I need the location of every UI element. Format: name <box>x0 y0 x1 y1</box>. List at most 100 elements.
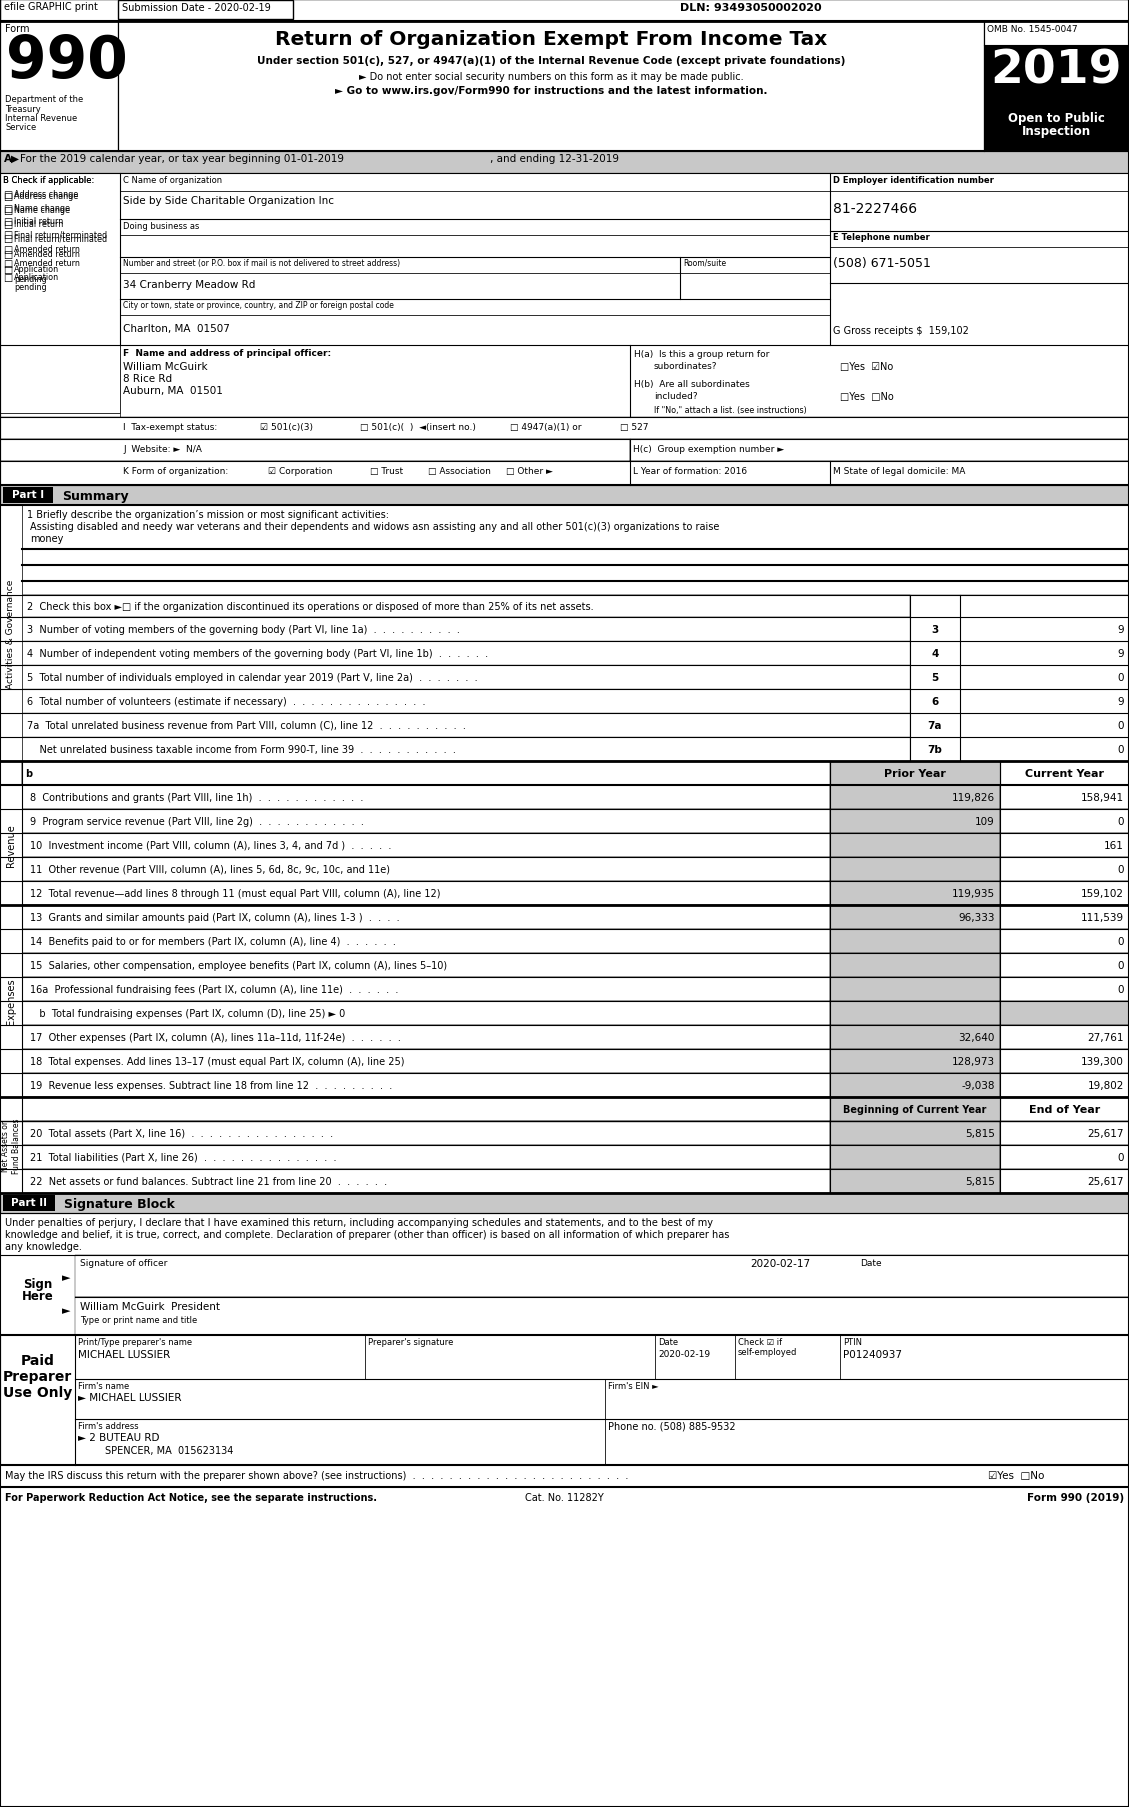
Bar <box>830 1146 1000 1169</box>
Text: 0: 0 <box>1118 936 1124 947</box>
Text: □ Association: □ Association <box>428 466 491 475</box>
Text: 1 Briefly describe the organization’s mission or most significant activities:: 1 Briefly describe the organization’s mi… <box>27 510 390 520</box>
Text: I  Tax-exempt status:: I Tax-exempt status: <box>123 423 217 432</box>
Bar <box>21 1073 830 1097</box>
Text: Net Assets or
Fund Balances: Net Assets or Fund Balances <box>1 1119 20 1173</box>
Bar <box>830 905 1000 929</box>
Text: 158,941: 158,941 <box>1080 793 1124 802</box>
Bar <box>21 737 910 761</box>
Text: J  Website: ►  N/A: J Website: ► N/A <box>123 445 202 454</box>
Bar <box>630 345 1129 417</box>
Text: 13  Grants and similar amounts paid (Part IX, column (A), lines 1-3 )  .  .  .  : 13 Grants and similar amounts paid (Part… <box>30 913 400 923</box>
Bar <box>0 173 120 414</box>
Text: Current Year: Current Year <box>1025 768 1104 779</box>
Bar <box>1000 882 1129 905</box>
Bar <box>1000 833 1129 858</box>
Text: Final return/terminated: Final return/terminated <box>14 229 107 239</box>
Text: 4: 4 <box>931 649 938 658</box>
Text: 0: 0 <box>1118 817 1124 826</box>
Text: 139,300: 139,300 <box>1082 1057 1124 1066</box>
Bar <box>830 858 1000 882</box>
Text: 2  Check this box ►□ if the organization discontinued its operations or disposed: 2 Check this box ►□ if the organization … <box>27 602 594 611</box>
Bar <box>119 2 294 20</box>
Text: Inspection: Inspection <box>1022 125 1091 137</box>
Bar <box>0 152 1129 173</box>
Bar <box>0 417 1129 439</box>
Bar <box>830 1169 1000 1193</box>
Bar <box>21 690 910 714</box>
Text: Final return/terminated: Final return/terminated <box>14 233 107 242</box>
Bar <box>830 810 1000 833</box>
Bar <box>830 954 1000 978</box>
Text: Open to Public: Open to Public <box>1007 112 1104 125</box>
Text: 16a  Professional fundraising fees (Part IX, column (A), line 11e)  .  .  .  .  : 16a Professional fundraising fees (Part … <box>30 985 399 994</box>
Text: Treasury: Treasury <box>5 105 41 114</box>
Text: Beginning of Current Year: Beginning of Current Year <box>843 1104 987 1115</box>
Text: □: □ <box>3 192 12 202</box>
Bar <box>840 1335 1129 1379</box>
Bar <box>1000 905 1129 929</box>
Text: William McGuirk: William McGuirk <box>123 361 208 372</box>
Text: Initial return: Initial return <box>14 220 63 229</box>
Text: Application: Application <box>14 273 59 282</box>
Text: 19  Revenue less expenses. Subtract line 18 from line 12  .  .  .  .  .  .  .  .: 19 Revenue less expenses. Subtract line … <box>30 1081 392 1090</box>
Text: 14  Benefits paid to or for members (Part IX, column (A), line 4)  .  .  .  .  .: 14 Benefits paid to or for members (Part… <box>30 936 396 947</box>
Bar <box>0 1193 1129 1212</box>
Text: □ Other ►: □ Other ► <box>506 466 553 475</box>
Text: □: □ <box>3 246 12 255</box>
Text: 18  Total expenses. Add lines 13–17 (must equal Part IX, column (A), line 25): 18 Total expenses. Add lines 13–17 (must… <box>30 1057 404 1066</box>
Bar <box>984 45 1129 107</box>
Text: Initial return: Initial return <box>14 217 63 226</box>
Bar <box>21 833 830 858</box>
Bar <box>960 714 1129 737</box>
Text: □: □ <box>3 266 12 275</box>
Bar <box>21 858 830 882</box>
Bar <box>605 1418 1129 1465</box>
Text: 9: 9 <box>1118 698 1124 707</box>
Bar <box>1000 761 1129 786</box>
Text: 12  Total revenue—add lines 8 through 11 (must equal Part VIII, column (A), line: 12 Total revenue—add lines 8 through 11 … <box>30 889 440 898</box>
Bar <box>21 1122 830 1146</box>
Bar <box>0 22 119 152</box>
Bar <box>830 761 1000 786</box>
Bar <box>21 641 910 665</box>
Bar <box>0 905 21 1097</box>
Bar <box>1000 954 1129 978</box>
Bar <box>0 463 1129 486</box>
Text: 10  Investment income (Part VIII, column (A), lines 3, 4, and 7d )  .  .  .  .  : 10 Investment income (Part VIII, column … <box>30 840 392 851</box>
Bar <box>0 1256 75 1335</box>
Bar <box>120 237 830 258</box>
Text: Firm's name: Firm's name <box>78 1381 129 1390</box>
Text: Number and street (or P.O. box if mail is not delivered to street address): Number and street (or P.O. box if mail i… <box>123 258 400 267</box>
Text: 3  Number of voting members of the governing body (Part VI, line 1a)  .  .  .  .: 3 Number of voting members of the govern… <box>27 625 460 634</box>
Text: (508) 671-5051: (508) 671-5051 <box>833 257 931 269</box>
Bar <box>1000 1073 1129 1097</box>
Bar <box>1000 1169 1129 1193</box>
Bar <box>910 737 960 761</box>
Bar <box>1000 810 1129 833</box>
Bar <box>984 107 1129 152</box>
Text: 6  Total number of volunteers (estimate if necessary)  .  .  .  .  .  .  .  .  .: 6 Total number of volunteers (estimate i… <box>27 698 426 707</box>
Bar <box>21 618 910 641</box>
Text: 4  Number of independent voting members of the governing body (Part VI, line 1b): 4 Number of independent voting members o… <box>27 649 488 658</box>
Bar <box>830 978 1000 1001</box>
Bar <box>910 665 960 690</box>
Bar <box>120 220 830 237</box>
Text: Amended return: Amended return <box>14 249 80 258</box>
Text: efile GRAPHIC print: efile GRAPHIC print <box>5 2 98 13</box>
Text: 2019: 2019 <box>990 49 1122 92</box>
Bar <box>0 173 120 414</box>
Text: Address change: Address change <box>14 190 78 199</box>
Text: Assisting disabled and needy war veterans and their dependents and widows asn as: Assisting disabled and needy war veteran… <box>30 522 719 531</box>
Text: Submission Date - 2020-02-19: Submission Date - 2020-02-19 <box>122 4 271 13</box>
Text: 109: 109 <box>975 817 995 826</box>
Text: Activities & Governance: Activities & Governance <box>7 578 16 688</box>
Bar <box>1000 786 1129 810</box>
Text: Cat. No. 11282Y: Cat. No. 11282Y <box>525 1493 604 1502</box>
Text: ►: ► <box>61 1272 70 1283</box>
Bar <box>0 786 21 905</box>
Text: □: □ <box>3 220 12 229</box>
Text: , and ending 12-31-2019: , and ending 12-31-2019 <box>490 154 619 164</box>
Text: 25,617: 25,617 <box>1087 1176 1124 1187</box>
Bar <box>75 1379 605 1418</box>
